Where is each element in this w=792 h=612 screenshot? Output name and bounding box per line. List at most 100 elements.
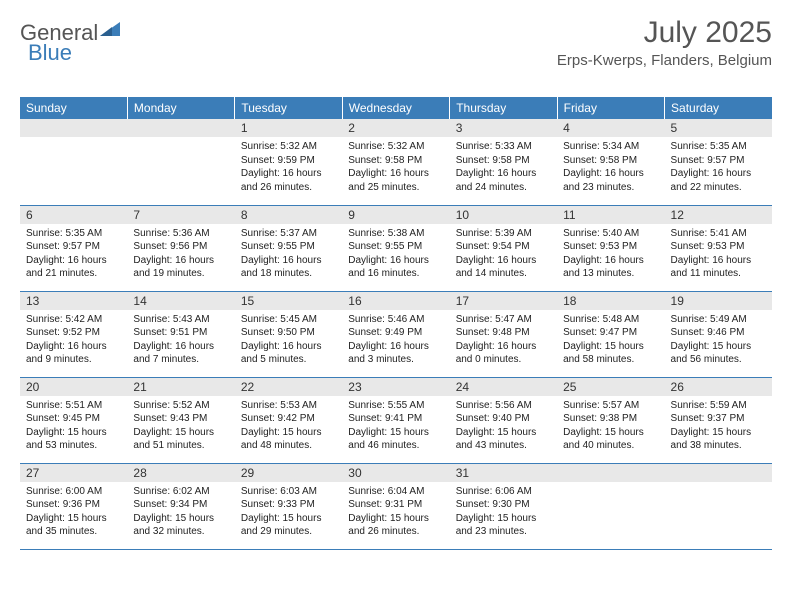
calendar-cell: 6Sunrise: 5:35 AMSunset: 9:57 PMDaylight…	[20, 205, 127, 291]
day-number-empty	[127, 119, 234, 137]
weekday-header: Saturday	[665, 97, 772, 119]
day-number-empty	[665, 464, 772, 482]
header: General July 2025 Erps-Kwerps, Flanders,…	[20, 16, 772, 69]
day-number: 4	[557, 119, 664, 137]
calendar-cell: 29Sunrise: 6:03 AMSunset: 9:33 PMDayligh…	[235, 463, 342, 549]
day-number: 20	[20, 378, 127, 396]
calendar-cell: 24Sunrise: 5:56 AMSunset: 9:40 PMDayligh…	[450, 377, 557, 463]
calendar-cell	[557, 463, 664, 549]
day-number: 14	[127, 292, 234, 310]
day-number: 29	[235, 464, 342, 482]
calendar-cell: 10Sunrise: 5:39 AMSunset: 9:54 PMDayligh…	[450, 205, 557, 291]
day-content: Sunrise: 5:39 AMSunset: 9:54 PMDaylight:…	[450, 224, 557, 284]
calendar-cell	[20, 119, 127, 205]
weekday-header: Sunday	[20, 97, 127, 119]
calendar-cell: 30Sunrise: 6:04 AMSunset: 9:31 PMDayligh…	[342, 463, 449, 549]
calendar-cell: 13Sunrise: 5:42 AMSunset: 9:52 PMDayligh…	[20, 291, 127, 377]
day-number: 27	[20, 464, 127, 482]
calendar-row: 13Sunrise: 5:42 AMSunset: 9:52 PMDayligh…	[20, 291, 772, 377]
day-number: 6	[20, 206, 127, 224]
day-content: Sunrise: 6:06 AMSunset: 9:30 PMDaylight:…	[450, 482, 557, 542]
calendar-cell: 5Sunrise: 5:35 AMSunset: 9:57 PMDaylight…	[665, 119, 772, 205]
day-number: 28	[127, 464, 234, 482]
calendar-row: 1Sunrise: 5:32 AMSunset: 9:59 PMDaylight…	[20, 119, 772, 205]
calendar-row: 20Sunrise: 5:51 AMSunset: 9:45 PMDayligh…	[20, 377, 772, 463]
day-number: 1	[235, 119, 342, 137]
location: Erps-Kwerps, Flanders, Belgium	[557, 52, 772, 69]
day-number: 30	[342, 464, 449, 482]
calendar-cell: 3Sunrise: 5:33 AMSunset: 9:58 PMDaylight…	[450, 119, 557, 205]
calendar-cell: 17Sunrise: 5:47 AMSunset: 9:48 PMDayligh…	[450, 291, 557, 377]
day-number: 13	[20, 292, 127, 310]
calendar-cell: 27Sunrise: 6:00 AMSunset: 9:36 PMDayligh…	[20, 463, 127, 549]
calendar-cell: 4Sunrise: 5:34 AMSunset: 9:58 PMDaylight…	[557, 119, 664, 205]
day-content: Sunrise: 6:03 AMSunset: 9:33 PMDaylight:…	[235, 482, 342, 542]
day-content: Sunrise: 6:04 AMSunset: 9:31 PMDaylight:…	[342, 482, 449, 542]
calendar-cell: 19Sunrise: 5:49 AMSunset: 9:46 PMDayligh…	[665, 291, 772, 377]
day-number: 17	[450, 292, 557, 310]
day-content: Sunrise: 5:34 AMSunset: 9:58 PMDaylight:…	[557, 137, 664, 197]
day-content: Sunrise: 5:53 AMSunset: 9:42 PMDaylight:…	[235, 396, 342, 456]
title-block: July 2025 Erps-Kwerps, Flanders, Belgium	[557, 16, 772, 69]
day-content: Sunrise: 5:59 AMSunset: 9:37 PMDaylight:…	[665, 396, 772, 456]
day-content: Sunrise: 5:38 AMSunset: 9:55 PMDaylight:…	[342, 224, 449, 284]
month-title: July 2025	[557, 16, 772, 50]
calendar-body: 1Sunrise: 5:32 AMSunset: 9:59 PMDaylight…	[20, 119, 772, 549]
day-number: 2	[342, 119, 449, 137]
calendar-cell: 2Sunrise: 5:32 AMSunset: 9:58 PMDaylight…	[342, 119, 449, 205]
weekday-header: Friday	[557, 97, 664, 119]
weekday-header: Wednesday	[342, 97, 449, 119]
weekday-header: Tuesday	[235, 97, 342, 119]
day-content: Sunrise: 5:36 AMSunset: 9:56 PMDaylight:…	[127, 224, 234, 284]
weekday-header: Thursday	[450, 97, 557, 119]
day-content: Sunrise: 5:41 AMSunset: 9:53 PMDaylight:…	[665, 224, 772, 284]
day-number: 19	[665, 292, 772, 310]
calendar-cell: 31Sunrise: 6:06 AMSunset: 9:30 PMDayligh…	[450, 463, 557, 549]
day-content: Sunrise: 5:33 AMSunset: 9:58 PMDaylight:…	[450, 137, 557, 197]
day-number: 5	[665, 119, 772, 137]
day-content: Sunrise: 5:32 AMSunset: 9:59 PMDaylight:…	[235, 137, 342, 197]
day-content: Sunrise: 5:37 AMSunset: 9:55 PMDaylight:…	[235, 224, 342, 284]
calendar-cell: 15Sunrise: 5:45 AMSunset: 9:50 PMDayligh…	[235, 291, 342, 377]
day-content: Sunrise: 5:55 AMSunset: 9:41 PMDaylight:…	[342, 396, 449, 456]
calendar-cell: 22Sunrise: 5:53 AMSunset: 9:42 PMDayligh…	[235, 377, 342, 463]
day-number: 31	[450, 464, 557, 482]
calendar-cell: 23Sunrise: 5:55 AMSunset: 9:41 PMDayligh…	[342, 377, 449, 463]
day-content: Sunrise: 5:49 AMSunset: 9:46 PMDaylight:…	[665, 310, 772, 370]
day-number: 25	[557, 378, 664, 396]
day-content: Sunrise: 5:35 AMSunset: 9:57 PMDaylight:…	[665, 137, 772, 197]
calendar-cell: 18Sunrise: 5:48 AMSunset: 9:47 PMDayligh…	[557, 291, 664, 377]
day-content: Sunrise: 5:52 AMSunset: 9:43 PMDaylight:…	[127, 396, 234, 456]
calendar-cell: 1Sunrise: 5:32 AMSunset: 9:59 PMDaylight…	[235, 119, 342, 205]
day-content: Sunrise: 5:45 AMSunset: 9:50 PMDaylight:…	[235, 310, 342, 370]
day-content: Sunrise: 5:47 AMSunset: 9:48 PMDaylight:…	[450, 310, 557, 370]
day-content: Sunrise: 6:00 AMSunset: 9:36 PMDaylight:…	[20, 482, 127, 542]
day-number: 9	[342, 206, 449, 224]
day-number: 24	[450, 378, 557, 396]
logo-text-blue: Blue	[28, 40, 72, 66]
triangle-icon	[100, 16, 120, 42]
calendar-row: 6Sunrise: 5:35 AMSunset: 9:57 PMDaylight…	[20, 205, 772, 291]
calendar-cell: 9Sunrise: 5:38 AMSunset: 9:55 PMDaylight…	[342, 205, 449, 291]
calendar-cell: 20Sunrise: 5:51 AMSunset: 9:45 PMDayligh…	[20, 377, 127, 463]
day-number: 21	[127, 378, 234, 396]
day-content: Sunrise: 5:35 AMSunset: 9:57 PMDaylight:…	[20, 224, 127, 284]
day-content: Sunrise: 5:48 AMSunset: 9:47 PMDaylight:…	[557, 310, 664, 370]
day-number: 11	[557, 206, 664, 224]
day-number: 23	[342, 378, 449, 396]
calendar-cell: 14Sunrise: 5:43 AMSunset: 9:51 PMDayligh…	[127, 291, 234, 377]
day-number-empty	[20, 119, 127, 137]
calendar-table: Sunday Monday Tuesday Wednesday Thursday…	[20, 97, 772, 550]
calendar-cell: 8Sunrise: 5:37 AMSunset: 9:55 PMDaylight…	[235, 205, 342, 291]
day-content: Sunrise: 5:43 AMSunset: 9:51 PMDaylight:…	[127, 310, 234, 370]
calendar-cell: 12Sunrise: 5:41 AMSunset: 9:53 PMDayligh…	[665, 205, 772, 291]
calendar-cell: 26Sunrise: 5:59 AMSunset: 9:37 PMDayligh…	[665, 377, 772, 463]
day-number: 3	[450, 119, 557, 137]
calendar-cell: 16Sunrise: 5:46 AMSunset: 9:49 PMDayligh…	[342, 291, 449, 377]
calendar-cell: 28Sunrise: 6:02 AMSunset: 9:34 PMDayligh…	[127, 463, 234, 549]
day-number: 26	[665, 378, 772, 396]
day-number: 18	[557, 292, 664, 310]
day-content: Sunrise: 5:46 AMSunset: 9:49 PMDaylight:…	[342, 310, 449, 370]
day-number-empty	[557, 464, 664, 482]
weekday-header: Monday	[127, 97, 234, 119]
